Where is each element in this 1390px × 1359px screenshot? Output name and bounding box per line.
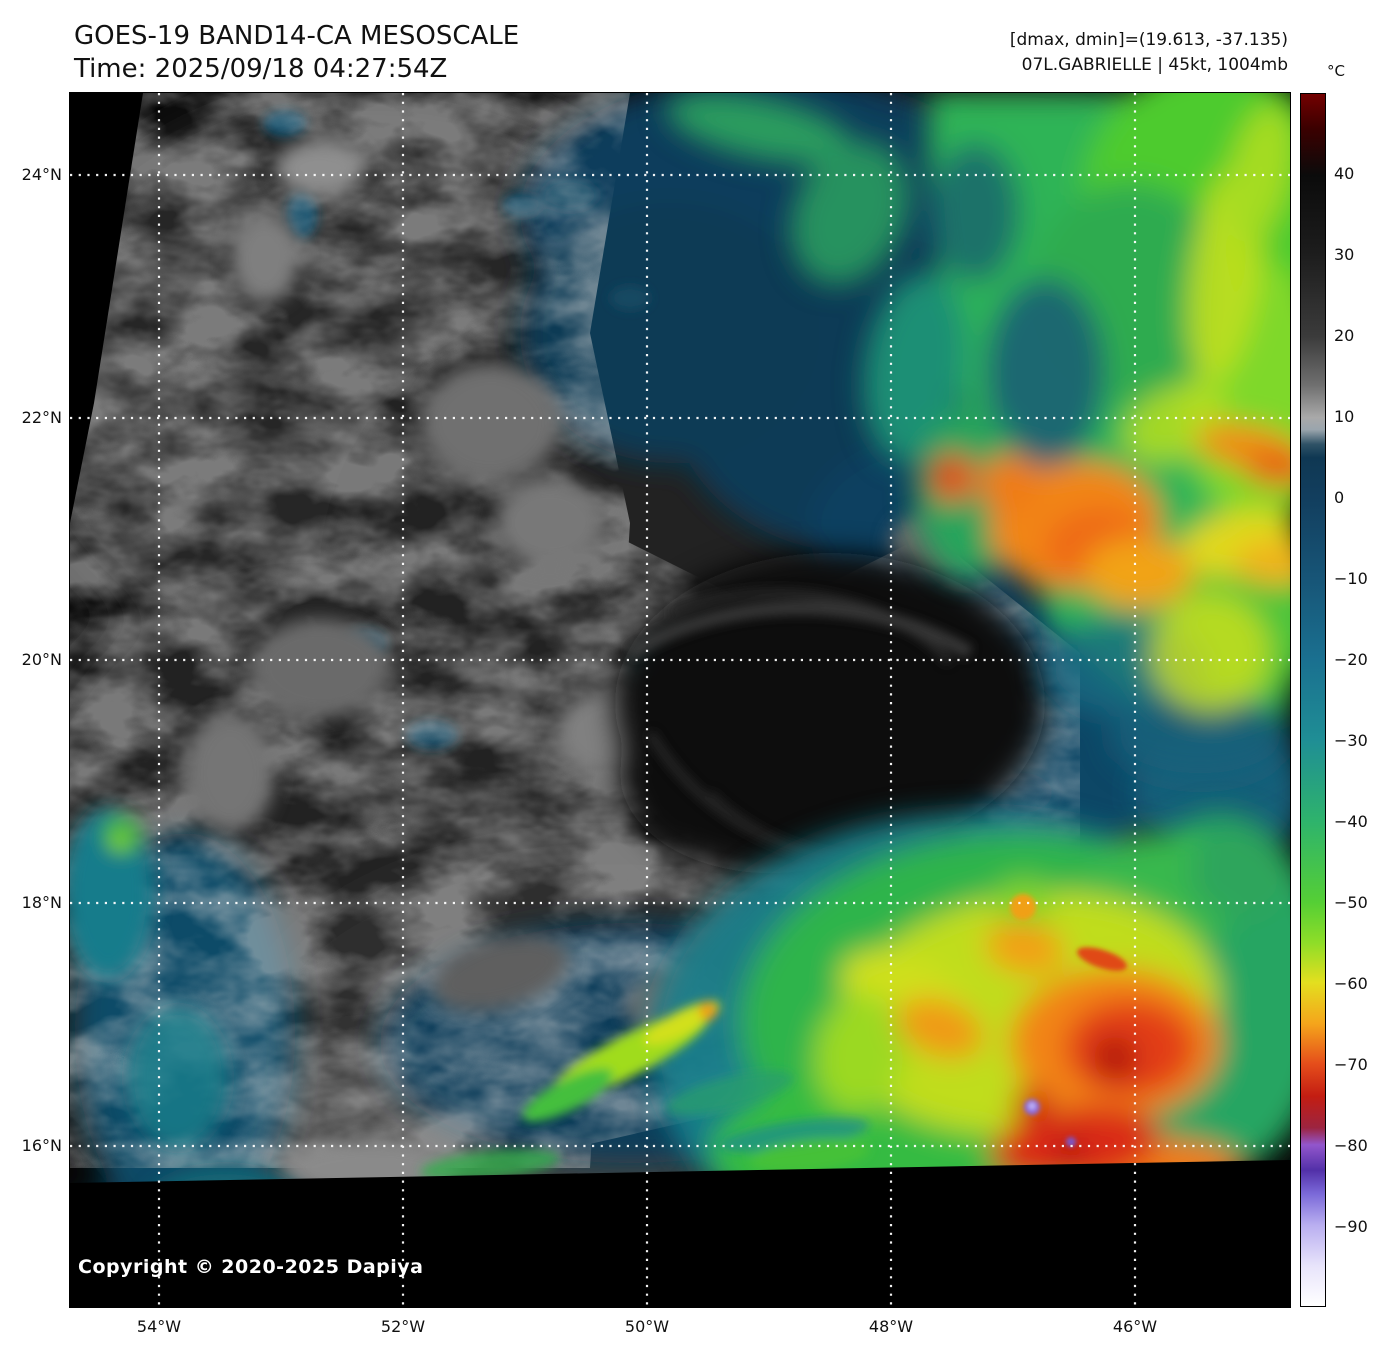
copyright-label: Copyright © 2020-2025 Dapiya: [78, 1256, 424, 1278]
satellite-imagery: [70, 93, 1290, 1307]
graticule: [70, 93, 1290, 1307]
lon-tick-48w: 48°W: [868, 1317, 914, 1336]
lat-tick-18n: 18°N: [21, 893, 62, 912]
lon-tick-52w: 52°W: [380, 1317, 426, 1336]
lat-tick-20n: 20°N: [21, 650, 62, 669]
colorbar-tick-m10: −10: [1334, 569, 1368, 588]
colorbar-tick-m20: −20: [1334, 650, 1368, 669]
lat-tick-24n: 24°N: [21, 165, 62, 184]
colorbar: [1300, 93, 1326, 1307]
lat-tick-16n: 16°N: [21, 1136, 62, 1155]
satellite-map: Copyright © 2020-2025 Dapiya: [69, 92, 1291, 1308]
colorbar-tick-20: 20: [1334, 326, 1355, 345]
colorbar-tick-m60: −60: [1334, 974, 1368, 993]
lon-tick-46w: 46°W: [1112, 1317, 1158, 1336]
product-time: Time: 2025/09/18 04:27:54Z: [74, 54, 448, 84]
colorbar-tick-m80: −80: [1334, 1136, 1368, 1155]
storm-readout: 07L.GABRIELLE | 45kt, 1004mb: [1021, 55, 1288, 75]
colorbar-tick-40: 40: [1334, 164, 1355, 183]
lat-tick-22n: 22°N: [21, 408, 62, 427]
colorbar-tick-30: 30: [1334, 245, 1355, 264]
colorbar-tick-0: 0: [1334, 488, 1345, 507]
colorbar-tick-m40: −40: [1334, 812, 1368, 831]
lon-tick-54w: 54°W: [136, 1317, 182, 1336]
product-title: GOES-19 BAND14-CA MESOSCALE: [74, 21, 520, 51]
dmax-dmin-readout: [dmax, dmin]=(19.613, -37.135): [1009, 30, 1288, 50]
colorbar-tick-m90: −90: [1334, 1217, 1368, 1236]
colorbar-tick-10: 10: [1334, 407, 1355, 426]
colorbar-tick-m70: −70: [1334, 1055, 1368, 1074]
lon-tick-50w: 50°W: [624, 1317, 670, 1336]
colorbar-unit-label: °C: [1327, 62, 1345, 80]
colorbar-tick-m50: −50: [1334, 893, 1368, 912]
colorbar-tick-m30: −30: [1334, 731, 1368, 750]
